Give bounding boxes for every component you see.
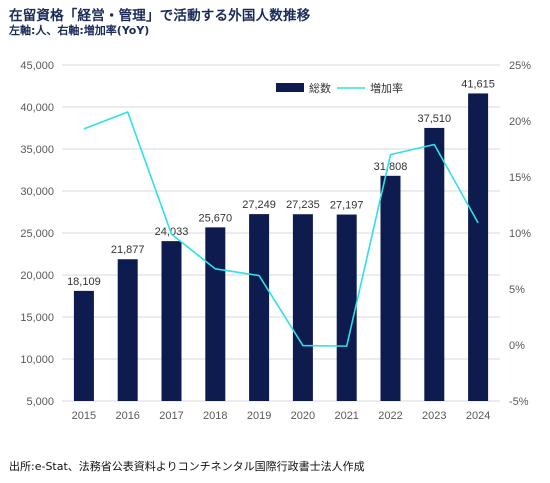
x-axis-ticks: 2015 2016 2017 2018 2019 2020 2021 2022 2023 2024 (72, 410, 491, 422)
bar (249, 214, 270, 401)
right-tick-label: 25% (509, 60, 531, 72)
legend-bar-label: 総数 (309, 81, 331, 95)
x-tick-label: 2017 (159, 410, 183, 422)
left-tick-label: 25,000 (20, 228, 54, 240)
bar (117, 259, 138, 401)
left-tick-label: 35,000 (20, 144, 54, 156)
right-tick-label: 10% (509, 228, 531, 240)
bar (336, 214, 357, 401)
legend-bar-swatch (276, 83, 304, 92)
x-tick-label: 2021 (334, 410, 358, 422)
growth-rate-line (83, 111, 479, 347)
left-tick-label: 5,000 (26, 396, 54, 408)
right-axis-ticks: -5% 0% 5% 10% 15% 20% 25% (509, 60, 531, 408)
bar-series (73, 93, 489, 402)
left-tick-label: 20,000 (20, 270, 54, 282)
x-tick-label: 2022 (378, 410, 402, 422)
left-tick-label: 30,000 (20, 186, 54, 198)
legend-line-label: 増加率 (370, 81, 403, 95)
bar-value-label: 27,197 (330, 200, 364, 212)
bar (292, 214, 313, 401)
bar-value-label: 27,235 (286, 199, 320, 211)
x-tick-label: 2019 (247, 410, 271, 422)
right-tick-label: 0% (509, 340, 525, 352)
chart-subtitle: 左軸:人、右軸:増加率(YoY) (9, 24, 150, 37)
right-tick-label: 5% (509, 284, 525, 296)
bar (73, 290, 94, 401)
bar-value-label: 27,249 (242, 199, 276, 211)
bar (380, 175, 401, 401)
chart-title: 在留資格「経営・管理」で活動する外国人数推移 (9, 8, 311, 24)
x-tick-label: 2018 (203, 410, 227, 422)
x-tick-label: 2020 (291, 410, 315, 422)
left-tick-label: 45,000 (20, 60, 54, 72)
x-tick-label: 2015 (72, 410, 96, 422)
bar-value-label: 25,670 (198, 212, 232, 224)
source-note: 出所:e-Stat、法務省公表資料よりコンチネンタル国際行政書士法人作成 (9, 460, 365, 473)
bar-value-label: 41,615 (461, 78, 495, 90)
bar-value-label: 31,808 (374, 161, 408, 173)
x-tick-label: 2016 (115, 410, 139, 422)
x-tick-label: 2023 (422, 410, 446, 422)
bar-value-label: 21,877 (111, 244, 145, 256)
bar-value-label: 18,109 (67, 276, 101, 288)
left-tick-label: 40,000 (20, 102, 54, 114)
line-series (83, 111, 479, 347)
right-tick-label: 15% (509, 172, 531, 184)
right-tick-label: -5% (509, 396, 529, 408)
left-axis-ticks: 5,000 10,000 15,000 20,000 25,000 30,000 35,00… (20, 60, 54, 408)
legend: 総数 増加率 (276, 81, 403, 95)
left-tick-label: 10,000 (20, 354, 54, 366)
bar (424, 127, 445, 401)
left-tick-label: 15,000 (20, 312, 54, 324)
bar (161, 241, 182, 401)
bar (205, 227, 226, 401)
x-tick-label: 2024 (466, 410, 490, 422)
bar (468, 93, 489, 402)
right-tick-label: 20% (509, 116, 531, 128)
bar-value-label: 37,510 (417, 113, 451, 125)
